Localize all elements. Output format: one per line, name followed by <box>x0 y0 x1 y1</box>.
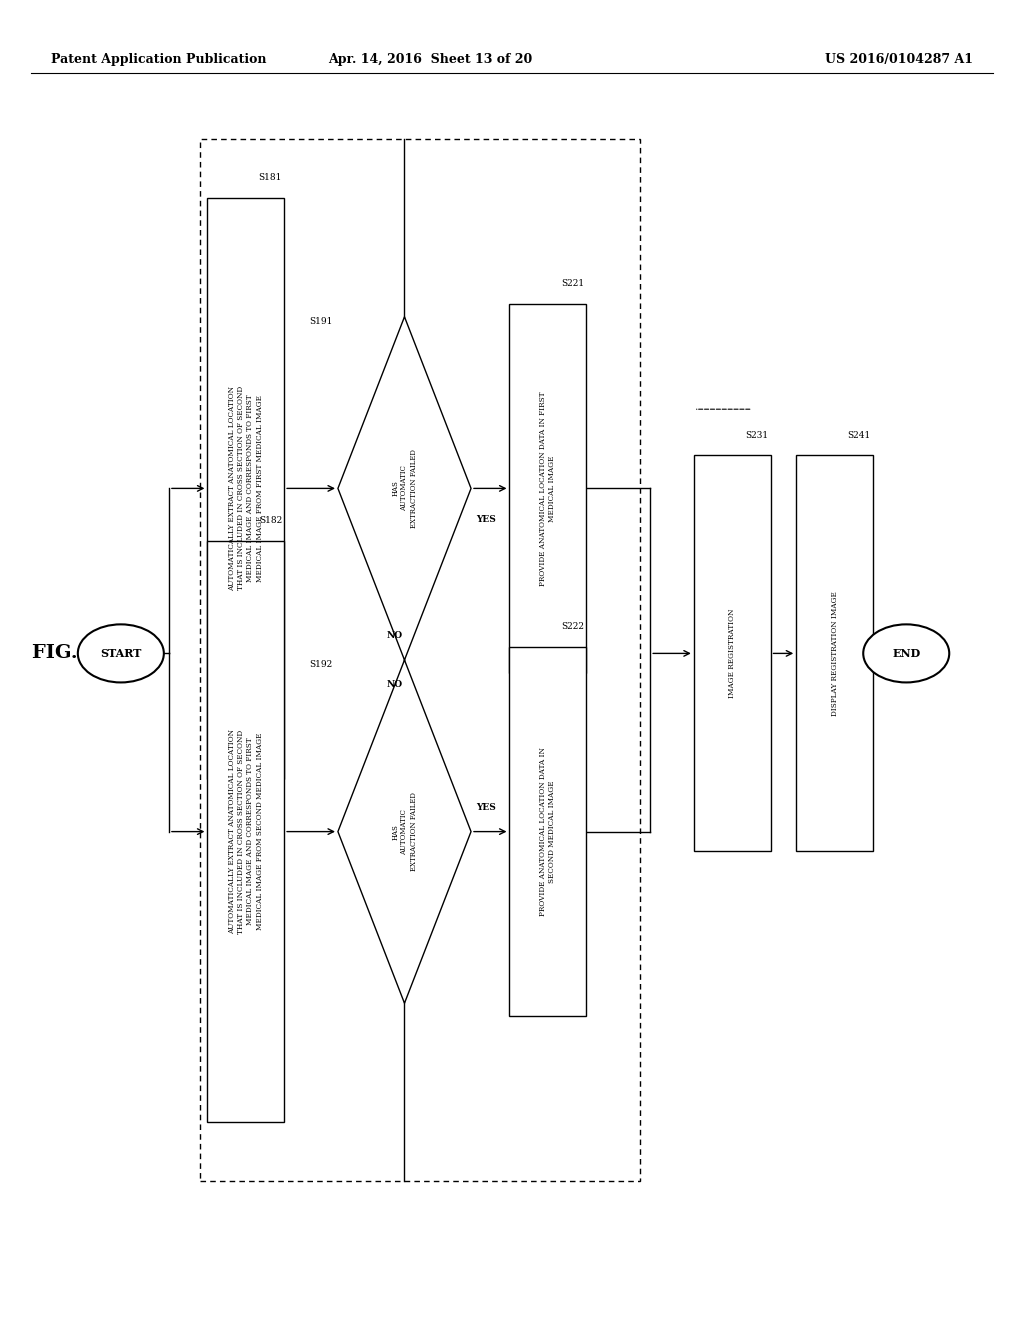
Text: DISPLAY REGISTRATION IMAGE: DISPLAY REGISTRATION IMAGE <box>830 591 839 715</box>
Bar <box>797 455 872 851</box>
Text: AUTOMATICALLY EXTRACT ANATOMICAL LOCATION
THAT IS INCLUDED IN CROSS SECTION OF S: AUTOMATICALLY EXTRACT ANATOMICAL LOCATIO… <box>228 385 263 591</box>
Text: NO: NO <box>386 680 402 689</box>
Text: US 2016/0104287 A1: US 2016/0104287 A1 <box>824 53 973 66</box>
Polygon shape <box>338 317 471 660</box>
Bar <box>200 139 640 1181</box>
Text: IMAGE REGISTRATION: IMAGE REGISTRATION <box>728 609 736 698</box>
Text: S181: S181 <box>259 173 282 182</box>
Text: YES: YES <box>476 515 496 524</box>
Text: HAS
AUTOMATIC
EXTRACTION FAILED: HAS AUTOMATIC EXTRACTION FAILED <box>391 449 418 528</box>
Text: S182: S182 <box>259 516 282 525</box>
Polygon shape <box>338 660 471 1003</box>
Text: YES: YES <box>476 803 496 812</box>
Text: HAS
AUTOMATIC
EXTRACTION FAILED: HAS AUTOMATIC EXTRACTION FAILED <box>391 792 418 871</box>
Text: NO: NO <box>386 631 402 640</box>
Text: PROVIDE ANATOMICAL LOCATION DATA IN FIRST
MEDICAL IMAGE: PROVIDE ANATOMICAL LOCATION DATA IN FIRS… <box>540 391 556 586</box>
Text: S191: S191 <box>309 317 333 326</box>
Text: S231: S231 <box>745 430 768 440</box>
Text: END: END <box>892 648 921 659</box>
Text: Patent Application Publication: Patent Application Publication <box>51 53 266 66</box>
Text: S221: S221 <box>561 279 584 288</box>
Text: AUTOMATICALLY EXTRACT ANATOMICAL LOCATION
THAT IS INCLUDED IN CROSS SECTION OF S: AUTOMATICALLY EXTRACT ANATOMICAL LOCATIO… <box>228 729 263 935</box>
Text: Apr. 14, 2016  Sheet 13 of 20: Apr. 14, 2016 Sheet 13 of 20 <box>328 53 532 66</box>
Text: START: START <box>100 648 141 659</box>
Bar <box>510 647 586 1016</box>
Bar <box>207 541 284 1122</box>
Ellipse shape <box>863 624 949 682</box>
Bar <box>694 455 770 851</box>
Text: FIG. 13: FIG. 13 <box>32 644 112 663</box>
Bar <box>207 198 284 779</box>
Bar <box>510 304 586 673</box>
Text: S241: S241 <box>848 430 870 440</box>
Text: PROVIDE ANATOMICAL LOCATION DATA IN
SECOND MEDICAL IMAGE: PROVIDE ANATOMICAL LOCATION DATA IN SECO… <box>540 747 556 916</box>
Text: S222: S222 <box>561 622 584 631</box>
Ellipse shape <box>78 624 164 682</box>
Text: S192: S192 <box>309 660 333 669</box>
